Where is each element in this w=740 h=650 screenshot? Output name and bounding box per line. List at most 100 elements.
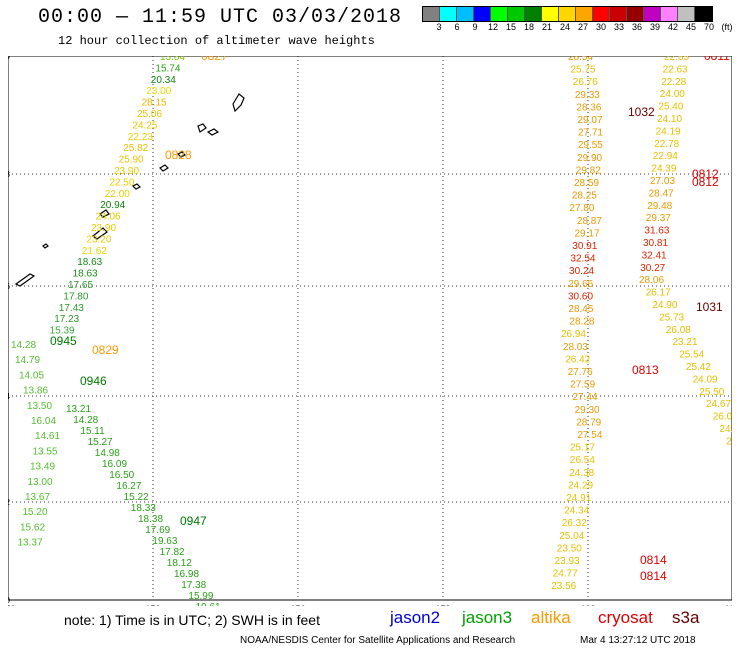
- swh-value: 18.63: [77, 257, 102, 268]
- swh-value: 28.59: [574, 178, 599, 189]
- swh-value: 24.77: [553, 569, 578, 580]
- swh-value: 29.17: [574, 228, 599, 239]
- swh-value: 30.24: [569, 266, 594, 277]
- swh-value: 26.32: [562, 518, 587, 529]
- swh-value: 13.67: [25, 492, 50, 503]
- swh-value: 22.00: [105, 189, 130, 200]
- swh-value: 14.28: [11, 340, 36, 351]
- pass-time-label: 0811: [704, 56, 730, 63]
- colorbar-label: 27: [577, 22, 589, 32]
- swh-value: 21.62: [82, 246, 107, 257]
- lat-tick-label: 40: [8, 596, 10, 605]
- swh-value: 24.90: [652, 300, 677, 311]
- lat-tick-label: 44: [8, 392, 10, 401]
- swh-value: 24.38: [569, 468, 594, 479]
- swh-value: 15.39: [50, 326, 75, 337]
- swh-value: 13.49: [30, 462, 55, 473]
- swh-value: 22.28: [661, 77, 686, 88]
- swh-value: 13.00: [28, 477, 53, 488]
- pass-time-label: 0947: [180, 514, 207, 528]
- colorbar-swatch: [491, 7, 508, 21]
- swh-value: 25.04: [559, 531, 584, 542]
- island-outline: [92, 227, 108, 240]
- colorbar-label: 12: [487, 22, 499, 32]
- page-subtitle: 12 hour collection of altimeter wave hei…: [58, 34, 375, 48]
- lat-tick-label: 42: [8, 498, 10, 507]
- swh-value: 22.63: [663, 64, 688, 75]
- swh-value: 29.48: [647, 201, 672, 212]
- swh-value: 13.55: [33, 446, 58, 457]
- colorbar-swatch: [525, 7, 542, 21]
- swh-value: 28.45: [568, 304, 593, 315]
- swh-value: 16.50: [109, 470, 134, 481]
- footer-note: note: 1) Time is in UTC; 2) SWH is in fe…: [64, 612, 320, 628]
- swh-value: 28.87: [577, 216, 602, 227]
- colorbar-swatch: [661, 7, 678, 21]
- swh-value: 17.80: [63, 291, 88, 302]
- swh-value: 24.09: [693, 374, 718, 385]
- swh-value: 23.50: [557, 543, 582, 554]
- swh-value: 32.54: [570, 254, 595, 265]
- pass-time-label: 0812: [692, 167, 719, 181]
- swh-value: 28.47: [649, 188, 674, 199]
- altimeter-map: 150 153 156 159 162 165 50 48 46 44 42 40 13.8415.7…: [8, 56, 732, 606]
- swh-value: 29.30: [575, 405, 600, 416]
- swh-value: 24.06: [96, 212, 121, 223]
- generated-date: Mar 4 13:27:12 UTC 2018: [580, 635, 696, 646]
- swh-value: 18.33: [131, 503, 156, 514]
- swh-value: 22.65: [664, 56, 689, 63]
- island-outline: [232, 93, 245, 113]
- swh-value: 19.63: [152, 536, 177, 547]
- swh-value: 17.23: [54, 314, 79, 325]
- swh-value: 30.91: [572, 241, 597, 252]
- swh-value: 28.03: [563, 342, 588, 353]
- legend-item-s3a: s3a: [672, 608, 700, 627]
- colorbar-label: 45: [685, 22, 697, 32]
- swh-value: 23.90: [114, 166, 139, 177]
- colorbar-label: 24: [559, 22, 571, 32]
- swh-value: 29.55: [578, 140, 603, 151]
- colorbar-label: 9: [472, 22, 478, 32]
- colorbar-swatch: [576, 7, 593, 21]
- pass-time-label: 1032: [628, 105, 655, 119]
- swh-value: 18.38: [138, 514, 163, 525]
- swh-value: 30.60: [568, 291, 593, 302]
- swh-value: 28.79: [576, 417, 601, 428]
- island-outline: [99, 209, 110, 218]
- legend-item-jason2: jason2: [390, 608, 441, 627]
- legend-item-altika: altika: [531, 608, 571, 627]
- swh-value: 27.54: [577, 430, 602, 441]
- swh-value: 24.91: [566, 493, 591, 504]
- page-title: 00:00 — 11:59 UTC 03/03/2018: [38, 6, 403, 29]
- pass-time-label: 0813: [632, 363, 659, 377]
- swh-value: 31.63: [644, 226, 669, 237]
- swh-value: 14.05: [19, 370, 44, 381]
- colorbar-swatch: [593, 7, 610, 21]
- swh-value: 23.20: [86, 234, 111, 245]
- colorbar-swatch: [644, 7, 661, 21]
- lat-tick-label: 50: [8, 56, 10, 61]
- swh-value: 29.33: [575, 90, 600, 101]
- swh-value: 28.06: [639, 275, 664, 286]
- swh-value: 17.69: [145, 525, 170, 536]
- swh-value: 24.34: [564, 506, 589, 517]
- colorbar-swatch: [423, 7, 440, 21]
- swh-value: 30.81: [643, 238, 668, 249]
- swh-value: 20.34: [151, 75, 176, 86]
- swh-value: 26.76: [573, 77, 598, 88]
- swh-value: 13.21: [66, 404, 91, 415]
- island-outline: [159, 164, 169, 172]
- swh-value: 25.54: [679, 350, 704, 361]
- pass-time-label: 0827: [201, 56, 228, 63]
- pass-time-label: 0945: [50, 334, 77, 348]
- map-grid: 150 153 156 159 162 165 50 48 46 44 42 40: [8, 56, 732, 606]
- swh-value: 25.50: [699, 387, 724, 398]
- colorbar-label: 39: [649, 22, 661, 32]
- swh-value: 17.65: [68, 280, 93, 291]
- swh-value: 25.75: [570, 65, 595, 76]
- lon-tick-label: 153: [145, 604, 160, 606]
- swh-value: 25.73: [659, 312, 684, 323]
- colorbar-label: (ft): [721, 22, 733, 32]
- swh-value: 16.98: [174, 569, 199, 580]
- island-outline: [14, 273, 36, 287]
